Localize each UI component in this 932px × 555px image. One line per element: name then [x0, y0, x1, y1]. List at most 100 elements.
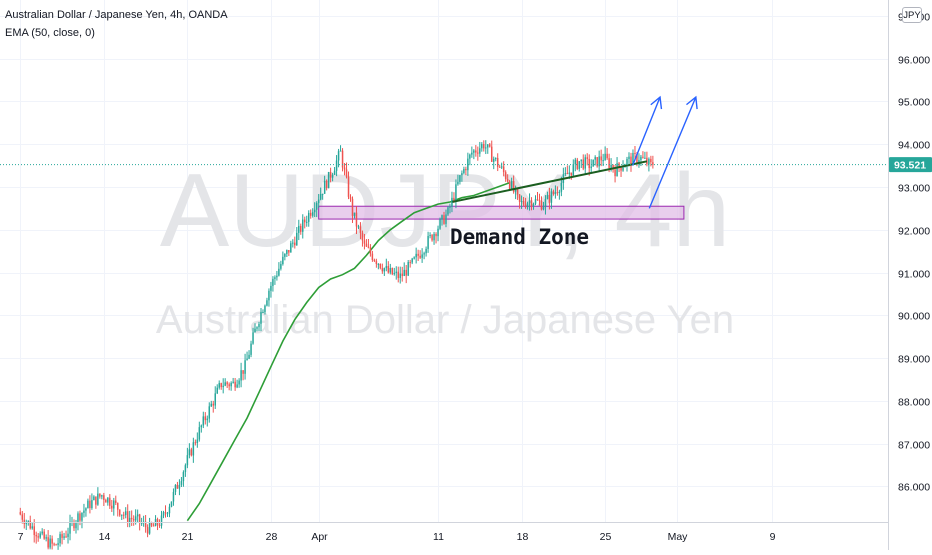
- candle-body: [47, 537, 49, 548]
- demand-zone[interactable]: [318, 205, 685, 220]
- candle-body: [302, 219, 304, 232]
- candle-body: [184, 465, 187, 473]
- candle-body: [445, 214, 447, 224]
- arrow-shaft: [648, 96, 697, 209]
- candle-body: [288, 249, 290, 253]
- candle-body: [59, 534, 61, 544]
- candle-body: [315, 203, 318, 210]
- candle-body: [622, 167, 624, 171]
- candle-body: [339, 150, 342, 152]
- candle-body: [492, 158, 495, 162]
- y-axis[interactable]: 97.00096.00095.00094.00093.00092.00091.0…: [898, 12, 930, 494]
- candle-body: [387, 266, 390, 273]
- x-tick-label: 7: [18, 531, 24, 543]
- candle-body: [65, 536, 67, 538]
- candle-body: [367, 246, 370, 248]
- candle-body: [51, 538, 53, 544]
- candle-body: [305, 221, 308, 223]
- candle-body: [377, 263, 380, 265]
- candle-body: [473, 150, 475, 153]
- candle-body: [280, 264, 282, 269]
- candle-body: [506, 178, 509, 182]
- candle-body: [117, 502, 119, 510]
- watermark: AUDJPY, 4h Australian Dollar / Japanese …: [156, 153, 734, 342]
- candle-body: [646, 157, 648, 165]
- candle-body: [254, 328, 256, 333]
- candle-body: [144, 521, 147, 528]
- candle-body: [313, 209, 316, 213]
- candle-body: [437, 228, 439, 237]
- currency-button[interactable]: JPY: [902, 7, 922, 23]
- candle-body: [409, 262, 411, 264]
- candle-body: [250, 343, 252, 355]
- candle-body: [514, 189, 517, 192]
- candle-body: [397, 271, 399, 278]
- candle-body: [170, 501, 173, 507]
- candle-body: [282, 256, 284, 265]
- candle-body: [73, 521, 75, 529]
- candle-body: [236, 384, 238, 388]
- candle-body: [95, 496, 97, 505]
- candle-body: [564, 173, 567, 175]
- candle-body: [292, 242, 294, 244]
- candle-body: [333, 170, 336, 175]
- candle-body: [630, 156, 632, 165]
- candle-body: [518, 194, 521, 202]
- demand-zone-label: Demand Zone: [450, 225, 589, 249]
- candle-body: [550, 191, 553, 203]
- candle-body: [542, 207, 545, 210]
- x-axis[interactable]: 7 14 21 28 Apr 11 18 25 May 9: [18, 531, 776, 543]
- candle-body: [451, 197, 453, 207]
- candle-body: [212, 403, 214, 406]
- candle-body: [349, 196, 352, 199]
- candle-body: [182, 472, 185, 482]
- candle-body: [37, 536, 39, 538]
- candle-body: [504, 172, 507, 179]
- candle-body: [252, 332, 254, 344]
- candle-body: [69, 521, 71, 534]
- candle-body: [618, 163, 620, 168]
- y-tick-label: 92.000: [898, 226, 930, 238]
- y-tick-label: 91.000: [898, 269, 930, 281]
- candle-body: [204, 416, 207, 421]
- candle-body: [612, 164, 614, 170]
- candle-body: [638, 160, 640, 163]
- candle-body: [138, 514, 141, 523]
- candle-body: [393, 272, 396, 275]
- candle-body: [274, 277, 276, 279]
- y-tick-label: 94.000: [898, 140, 930, 152]
- candle-body: [381, 268, 384, 272]
- candle-body: [411, 258, 413, 263]
- candle-body: [276, 275, 278, 278]
- candle-body: [560, 182, 563, 192]
- candle-body: [528, 200, 531, 204]
- candle-body: [79, 513, 81, 521]
- candle-body: [270, 285, 272, 291]
- candle-body: [626, 159, 628, 166]
- candle-body: [200, 425, 203, 428]
- candle-body: [85, 508, 87, 511]
- candle-body: [298, 225, 300, 233]
- candle-body: [178, 484, 181, 489]
- candle-body: [317, 199, 320, 204]
- candle-body: [520, 201, 523, 203]
- candle-body: [216, 387, 218, 394]
- candle-body: [140, 522, 143, 524]
- candle-body: [636, 153, 638, 163]
- candle-body: [443, 215, 445, 224]
- candle-body: [634, 152, 636, 154]
- candle-body: [124, 511, 127, 516]
- candle-body: [423, 253, 425, 255]
- indicator-legend[interactable]: EMA (50, close, 0): [5, 27, 95, 39]
- candle-body: [592, 159, 594, 167]
- candle-body: [278, 268, 280, 276]
- drawings[interactable]: [452, 95, 698, 209]
- candle-body: [512, 181, 515, 192]
- symbol-legend[interactable]: Australian Dollar / Japanese Yen, 4h, OA…: [5, 9, 228, 21]
- candle-body: [534, 199, 537, 204]
- candle-body: [457, 181, 459, 185]
- candle-body: [208, 406, 211, 419]
- candle-body: [190, 449, 193, 456]
